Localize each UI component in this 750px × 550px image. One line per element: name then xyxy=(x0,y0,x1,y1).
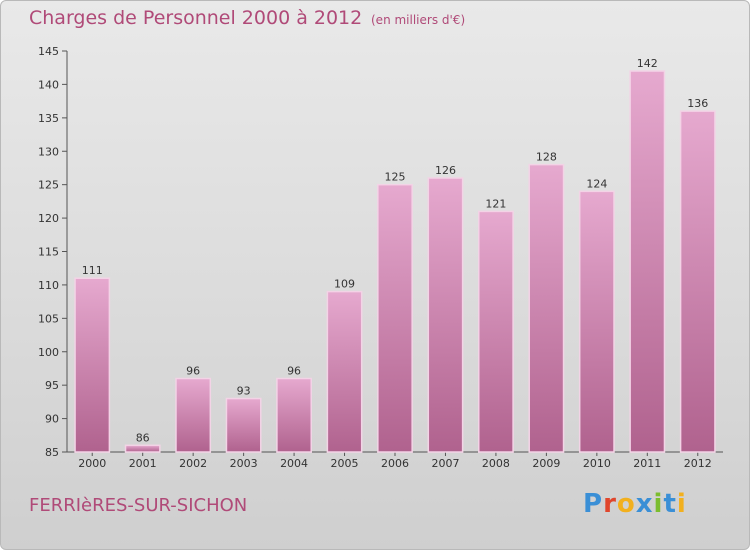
data-label-2004: 96 xyxy=(287,364,301,377)
bar-2008 xyxy=(478,210,514,453)
bar-2002 xyxy=(175,377,212,453)
y-tick-label: 115 xyxy=(38,246,59,259)
logo-letter: o xyxy=(616,489,636,519)
data-label-2000: 111 xyxy=(82,264,103,277)
y-tick-label: 105 xyxy=(38,312,59,325)
bar-2007 xyxy=(427,177,464,453)
y-tick-label: 125 xyxy=(38,179,59,192)
data-label-2012: 136 xyxy=(687,97,708,110)
data-label-2003: 93 xyxy=(237,385,251,398)
y-tick-label: 85 xyxy=(45,446,59,459)
logo-letter: x xyxy=(635,489,654,519)
x-tick-label: 2006 xyxy=(381,457,409,470)
chart-subtitle: (en milliers d'€) xyxy=(371,13,466,27)
y-tick-label: 95 xyxy=(45,379,59,392)
x-tick-label: 2001 xyxy=(129,457,157,470)
commune-name: FERRIèRES-SUR-SICHON xyxy=(29,495,248,516)
bar-2006 xyxy=(377,183,413,453)
logo-letter: t xyxy=(663,489,677,519)
y-tick-label: 100 xyxy=(38,346,59,359)
data-label-2005: 109 xyxy=(334,278,355,291)
y-tick-label: 135 xyxy=(38,112,59,125)
x-tick-label: 2011 xyxy=(633,457,661,470)
x-tick-label: 2008 xyxy=(482,457,510,470)
bar-layer: 111 86 96 93 96 109 125 126 121 128 124 142 136 xyxy=(74,57,716,453)
bar-2009 xyxy=(528,163,565,453)
data-label-2007: 126 xyxy=(435,164,456,177)
bar-2011 xyxy=(629,70,666,453)
data-label-2009: 128 xyxy=(536,151,557,164)
bar-2005 xyxy=(326,290,363,453)
x-tick-label: 2004 xyxy=(280,457,308,470)
y-tick-label: 120 xyxy=(38,212,59,225)
data-label-2006: 125 xyxy=(385,171,406,184)
data-label-2002: 96 xyxy=(186,364,200,377)
logo-letter: i xyxy=(676,489,687,519)
x-tick-label: 2003 xyxy=(230,457,258,470)
bar-2012 xyxy=(679,110,716,453)
bar-2003 xyxy=(225,397,262,453)
y-tick-label: 110 xyxy=(38,279,59,292)
x-tick-label: 2002 xyxy=(179,457,207,470)
y-tick-label: 145 xyxy=(38,45,59,58)
chart-title: Charges de Personnel 2000 à 2012 xyxy=(29,7,363,29)
bar-2001 xyxy=(124,444,161,453)
data-label-2001: 86 xyxy=(136,431,150,444)
x-tick-label: 2009 xyxy=(532,457,560,470)
data-label-2010: 124 xyxy=(586,177,607,190)
logo-letter: r xyxy=(603,489,617,519)
logo-letter: i xyxy=(653,489,664,519)
x-tick-label: 2012 xyxy=(684,457,712,470)
proxiti-logo: Proxiti xyxy=(583,489,687,519)
y-tick-label: 130 xyxy=(38,145,59,158)
data-label-2011: 142 xyxy=(637,57,658,70)
y-tick-label: 90 xyxy=(45,413,59,426)
x-tick-label: 2010 xyxy=(583,457,611,470)
x-tick-label: 2007 xyxy=(431,457,459,470)
x-tick-label: 2000 xyxy=(78,457,106,470)
bar-2010 xyxy=(578,190,615,453)
bar-2000 xyxy=(74,277,111,453)
data-label-2008: 121 xyxy=(485,197,506,210)
bar-2004 xyxy=(276,377,312,453)
x-tick-label: 2005 xyxy=(331,457,359,470)
y-tick-label: 140 xyxy=(38,78,59,91)
logo-letter: P xyxy=(583,489,604,519)
